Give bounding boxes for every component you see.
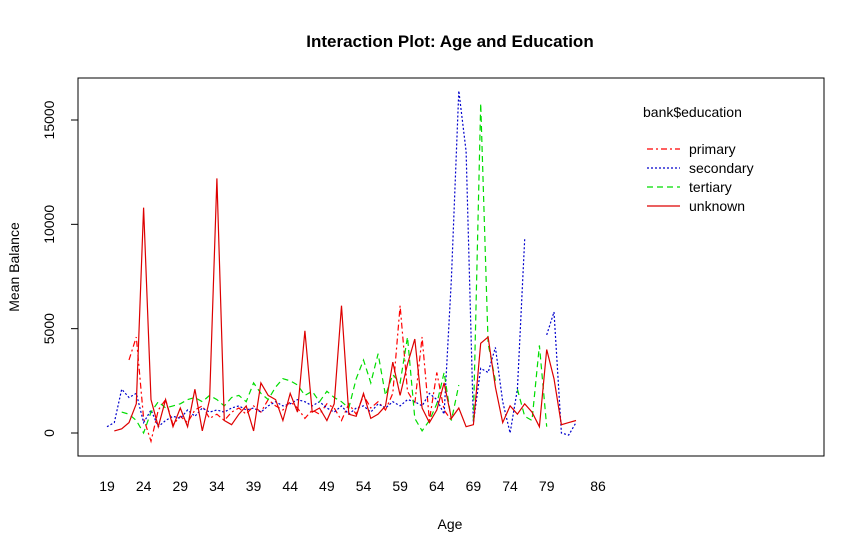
y-tick-label: 10000 (41, 205, 57, 244)
x-tick-label: 54 (356, 478, 372, 494)
series-secondary (106, 90, 577, 436)
series-unknown (114, 178, 577, 432)
x-tick-label: 39 (246, 478, 262, 494)
x-tick-label: 29 (172, 478, 188, 494)
legend-label-primary: primary (689, 141, 736, 157)
legend: bank$education primary secondary tertiary u… (643, 104, 754, 214)
series-line-tertiary (121, 336, 460, 435)
y-tick-label: 15000 (41, 100, 57, 139)
series-line-primary (128, 305, 452, 444)
y-axis-label: Mean Balance (6, 222, 22, 312)
x-tick-label: 79 (539, 478, 555, 494)
y-axis: 0 5000 10000 15000 (41, 100, 79, 437)
series-primary (128, 305, 452, 444)
series-line-secondary (546, 311, 577, 436)
legend-label-tertiary: tertiary (689, 179, 732, 195)
x-tick-label: 86 (590, 478, 606, 494)
series-line-secondary (106, 90, 526, 434)
x-tick-label: 24 (136, 478, 152, 494)
x-axis: 19 24 29 34 39 44 49 54 59 64 69 74 79 86 (99, 478, 606, 494)
x-tick-label: 64 (429, 478, 445, 494)
x-tick-label: 59 (392, 478, 408, 494)
chart-title: Interaction Plot: Age and Education (306, 32, 593, 51)
legend-label-secondary: secondary (689, 160, 754, 176)
series-line-tertiary (472, 103, 496, 421)
series-line-unknown (114, 178, 577, 432)
y-tick-label: 0 (41, 429, 57, 437)
series-tertiary (121, 103, 548, 435)
x-tick-label: 19 (99, 478, 115, 494)
x-axis-label: Age (438, 516, 463, 532)
x-tick-label: 49 (319, 478, 335, 494)
legend-label-unknown: unknown (689, 198, 745, 214)
x-tick-label: 69 (466, 478, 482, 494)
y-tick-label: 5000 (41, 313, 57, 344)
x-tick-label: 44 (282, 478, 298, 494)
x-tick-label: 34 (209, 478, 225, 494)
x-tick-label: 74 (502, 478, 518, 494)
series-lines (106, 90, 577, 444)
legend-title: bank$education (643, 104, 742, 120)
series-line-tertiary (516, 345, 548, 427)
